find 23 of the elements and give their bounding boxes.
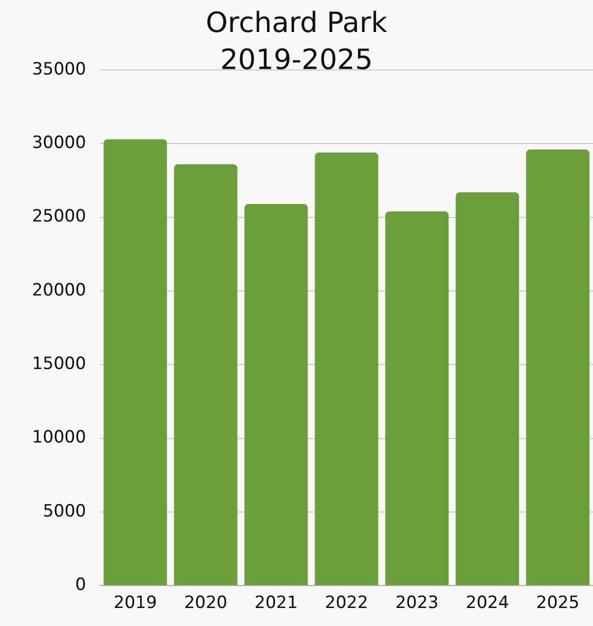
x-tick-label: 2024 [466, 593, 510, 614]
y-tick-label: 10000 [32, 428, 86, 448]
y-tick-label: 5000 [42, 501, 86, 522]
x-tick-label: 2023 [395, 593, 439, 614]
y-tick-label: 15000 [32, 354, 86, 374]
x-tick-label: 2019 [114, 593, 157, 614]
y-tick-label: 25000 [32, 206, 86, 227]
bar [244, 204, 308, 586]
x-tick-label: 2021 [254, 593, 298, 614]
y-tick-label: 35000 [32, 59, 86, 80]
bar [174, 164, 238, 586]
bar [385, 211, 449, 586]
x-tick-label: 2020 [184, 593, 228, 614]
x-tick-label: 2022 [324, 593, 368, 614]
bar [314, 152, 378, 586]
x-tick-label: 2025 [536, 593, 580, 614]
y-tick-label: 20000 [32, 280, 86, 300]
y-tick-label: 30000 [32, 133, 86, 154]
y-tick-label: 0 [75, 575, 86, 596]
bar [526, 150, 590, 586]
bar [456, 192, 520, 586]
chart-title: Orchard Park 2019-2025 [204, 5, 388, 78]
bar [104, 139, 167, 586]
